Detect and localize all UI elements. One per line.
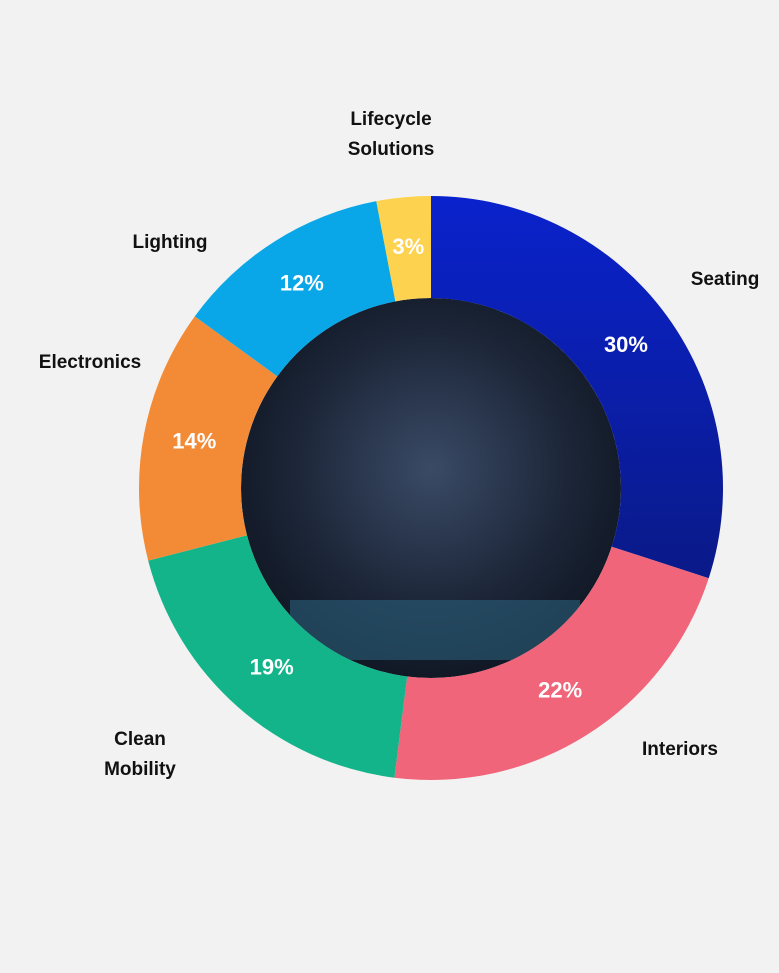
value-label: 3% xyxy=(392,234,424,259)
value-label: 22% xyxy=(538,677,582,702)
value-label: 12% xyxy=(280,270,324,295)
donut-slice xyxy=(394,546,709,780)
value-label: 19% xyxy=(250,655,294,680)
donut-slice xyxy=(376,196,431,302)
category-label: Electronics xyxy=(38,352,142,373)
category-label: Lighting xyxy=(132,232,208,253)
donut-slice xyxy=(194,201,396,377)
donut-slice xyxy=(431,196,723,579)
category-label: Seating xyxy=(690,269,760,290)
category-label: Interiors xyxy=(641,739,719,760)
category-label: Clean Mobility xyxy=(104,729,176,780)
donut-slice xyxy=(148,535,408,778)
donut-slice xyxy=(139,316,278,561)
center-photo xyxy=(241,298,621,678)
category-label: Lifecycle Solutions xyxy=(347,109,435,160)
value-label: 30% xyxy=(604,332,648,357)
value-label: 14% xyxy=(172,429,216,454)
